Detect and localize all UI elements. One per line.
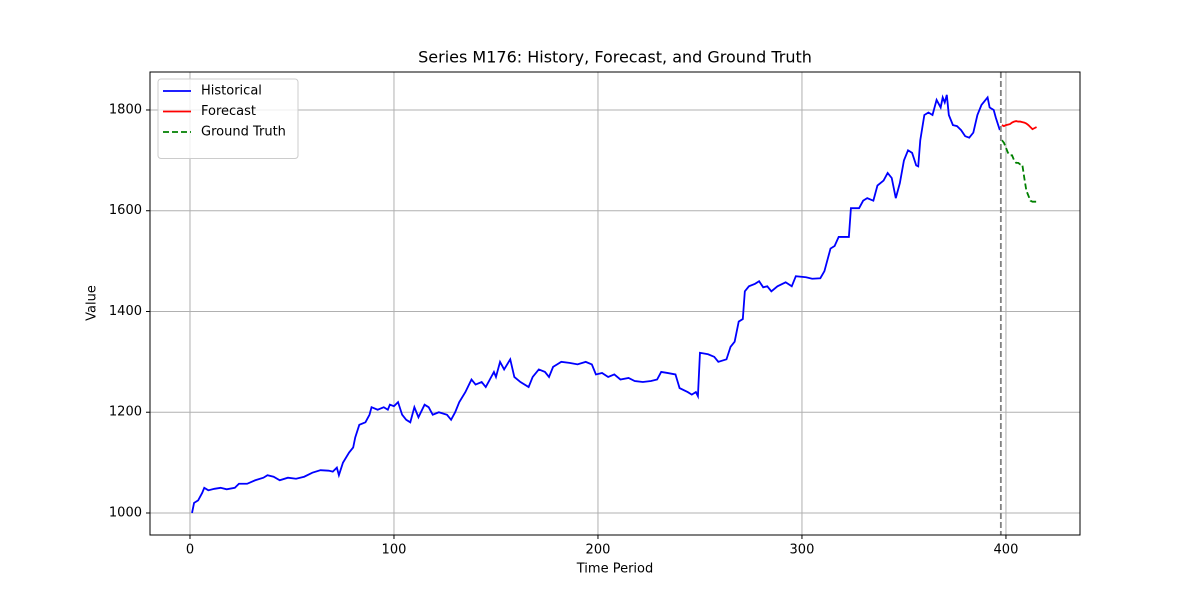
y-tick-label: 1800	[109, 102, 142, 117]
x-tick-label: 100	[382, 543, 407, 558]
legend: Historical Forecast Ground Truth	[157, 78, 299, 159]
chart-title: Series M176: History, Forecast, and Grou…	[418, 48, 812, 67]
y-axis-label: Value	[85, 285, 100, 321]
x-tick-label: 200	[586, 543, 611, 558]
x-tick-label: 400	[994, 543, 1019, 558]
series-line	[1001, 120, 1037, 131]
legend-label: Ground Truth	[201, 125, 286, 140]
x-tick-label: 300	[790, 543, 815, 558]
legend-label: Historical	[201, 84, 262, 99]
legend-box	[157, 78, 299, 159]
x-axis-label: Time Period	[576, 562, 653, 577]
legend-label: Forecast	[201, 104, 256, 119]
x-tick-label: 0	[186, 543, 194, 558]
y-tick-label: 1000	[109, 505, 142, 520]
y-tick-label: 1400	[109, 304, 142, 319]
series-line	[191, 94, 1001, 514]
y-tick-label: 1200	[109, 405, 142, 420]
plot-frame	[149, 71, 1081, 536]
y-tick-label: 1600	[109, 203, 142, 218]
series-line	[1001, 139, 1037, 203]
